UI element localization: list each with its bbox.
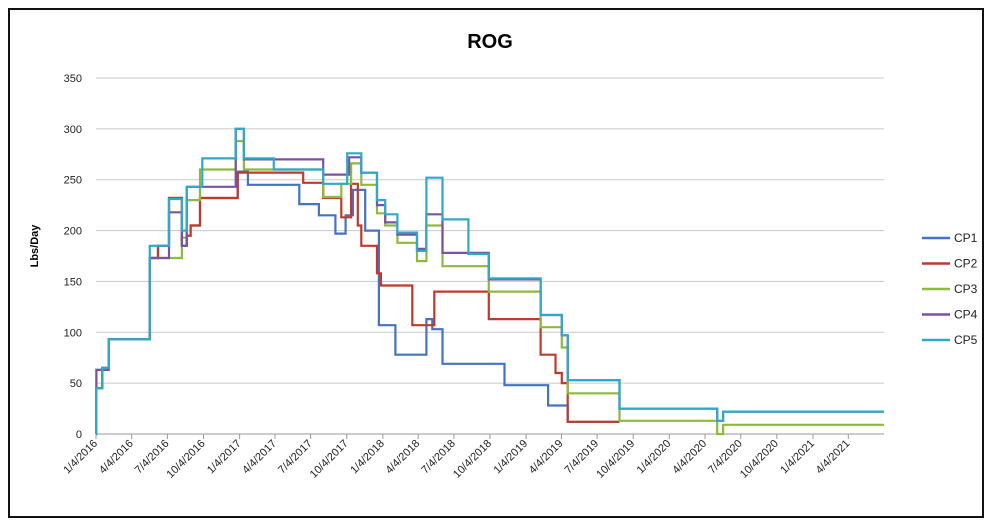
y-tick-label: 300 <box>64 124 82 136</box>
series-line-cp3 <box>95 140 884 436</box>
legend-label-cp2: CP2 <box>954 257 978 271</box>
y-axis-label: Lbs/Day <box>29 224 41 268</box>
x-tick-label: 1/4/2016 <box>61 438 100 477</box>
y-tick-label: 250 <box>64 175 82 187</box>
x-tick-label: 1/4/2019 <box>491 438 530 477</box>
y-tick-label: 50 <box>70 378 82 390</box>
x-tick-label: 1/4/2018 <box>348 438 387 477</box>
chart-frame: ROG Lbs/Day 0 50 100 150 200 250 300 350 1/4/20… <box>8 8 984 518</box>
x-tick-label: 10/4/2020 <box>738 438 781 481</box>
y-tick-label: 0 <box>76 429 82 441</box>
legend: CP1 CP2 CP3 CP4 CP5 <box>922 231 978 347</box>
x-tick-label: 4/4/2018 <box>384 438 423 477</box>
series-line-cp5 <box>95 127 884 436</box>
x-tick-label: 1/4/2020 <box>635 438 674 477</box>
x-tick-label: 10/4/2019 <box>594 438 637 481</box>
line-chart: ROG Lbs/Day 0 50 100 150 200 250 300 350 1/4/20… <box>29 31 978 481</box>
x-tick-label: 1/4/2021 <box>778 438 817 477</box>
x-tick-label: 4/4/2017 <box>240 438 279 477</box>
y-tick-label: 150 <box>64 276 82 288</box>
x-tick-label: 10/4/2016 <box>165 438 208 481</box>
y-tick-label: 100 <box>64 327 82 339</box>
x-tick-label: 4/4/2016 <box>97 438 136 477</box>
y-ticks: 0 50 100 150 200 250 300 350 <box>64 73 82 441</box>
x-tick-label: 4/4/2019 <box>527 438 566 477</box>
legend-label-cp1: CP1 <box>954 231 978 245</box>
x-ticks: 1/4/20164/4/20167/4/201610/4/20161/4/201… <box>61 434 852 481</box>
grid <box>96 77 884 435</box>
legend-label-cp3: CP3 <box>954 282 978 296</box>
y-tick-label: 200 <box>64 226 82 238</box>
chart-title: ROG <box>467 31 513 53</box>
legend-label-cp4: CP4 <box>954 308 978 322</box>
series-lines <box>95 127 884 436</box>
legend-label-cp5: CP5 <box>954 333 978 347</box>
x-tick-label: 4/4/2021 <box>814 438 853 477</box>
x-tick-label: 10/4/2017 <box>308 438 351 481</box>
y-tick-label: 350 <box>64 73 82 85</box>
x-tick-label: 4/4/2020 <box>670 438 709 477</box>
x-tick-label: 1/4/2017 <box>205 438 244 477</box>
x-tick-label: 10/4/2018 <box>451 438 494 481</box>
